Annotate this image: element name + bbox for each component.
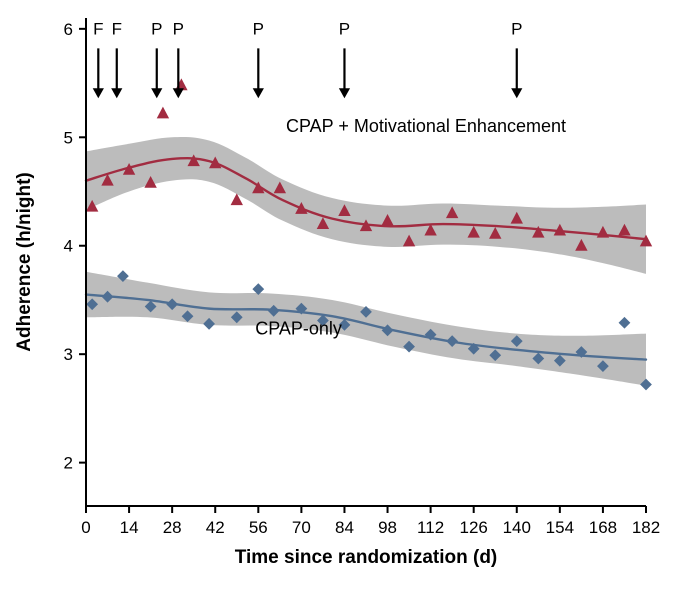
control-marker (619, 317, 631, 329)
session-arrow-head (93, 88, 104, 98)
x-tick-label: 14 (120, 518, 139, 537)
chart-container: CPAP + Motivational Enhancement CPAP-only… (0, 0, 680, 596)
session-arrow-head (111, 88, 122, 98)
treatment-ci-band (86, 137, 646, 274)
chart-svg: CPAP + Motivational Enhancement CPAP-only… (0, 0, 680, 596)
session-arrow-head (339, 88, 350, 98)
x-tick-label: 28 (163, 518, 182, 537)
session-letter: P (173, 19, 184, 38)
session-arrow-head (151, 88, 162, 98)
y-tick-label: 6 (64, 20, 73, 39)
y-tick-label: 3 (64, 345, 73, 364)
x-tick-label: 140 (503, 518, 531, 537)
x-tick-label: 84 (335, 518, 354, 537)
session-letter: P (151, 19, 162, 38)
x-tick-label: 0 (81, 518, 90, 537)
x-tick-label: 98 (378, 518, 397, 537)
session-letter: P (253, 19, 264, 38)
x-tick-label: 168 (589, 518, 617, 537)
x-tick-label: 56 (249, 518, 268, 537)
x-tick-label: 182 (632, 518, 660, 537)
treatment-label: CPAP + Motivational Enhancement (286, 116, 566, 136)
x-tick-label: 70 (292, 518, 311, 537)
session-arrow-head (173, 88, 184, 98)
control-ci-band (86, 272, 646, 386)
session-letter: F (93, 19, 103, 38)
x-tick-label: 42 (206, 518, 225, 537)
x-tick-label: 126 (460, 518, 488, 537)
session-arrow-head (511, 88, 522, 98)
session-letter: P (511, 19, 522, 38)
y-tick-label: 4 (64, 237, 73, 256)
y-tick-label: 5 (64, 128, 73, 147)
x-axis-label: Time since randomization (d) (235, 547, 498, 568)
y-tick-label: 2 (64, 454, 73, 473)
x-tick-label: 112 (417, 518, 444, 537)
control-label: CPAP-only (255, 319, 342, 339)
treatment-marker (157, 107, 169, 119)
session-letter: P (339, 19, 350, 38)
session-letter: F (112, 19, 122, 38)
session-arrow-head (253, 88, 264, 98)
y-axis-label: Adherence (h/night) (14, 172, 35, 351)
x-tick-label: 154 (546, 518, 574, 537)
